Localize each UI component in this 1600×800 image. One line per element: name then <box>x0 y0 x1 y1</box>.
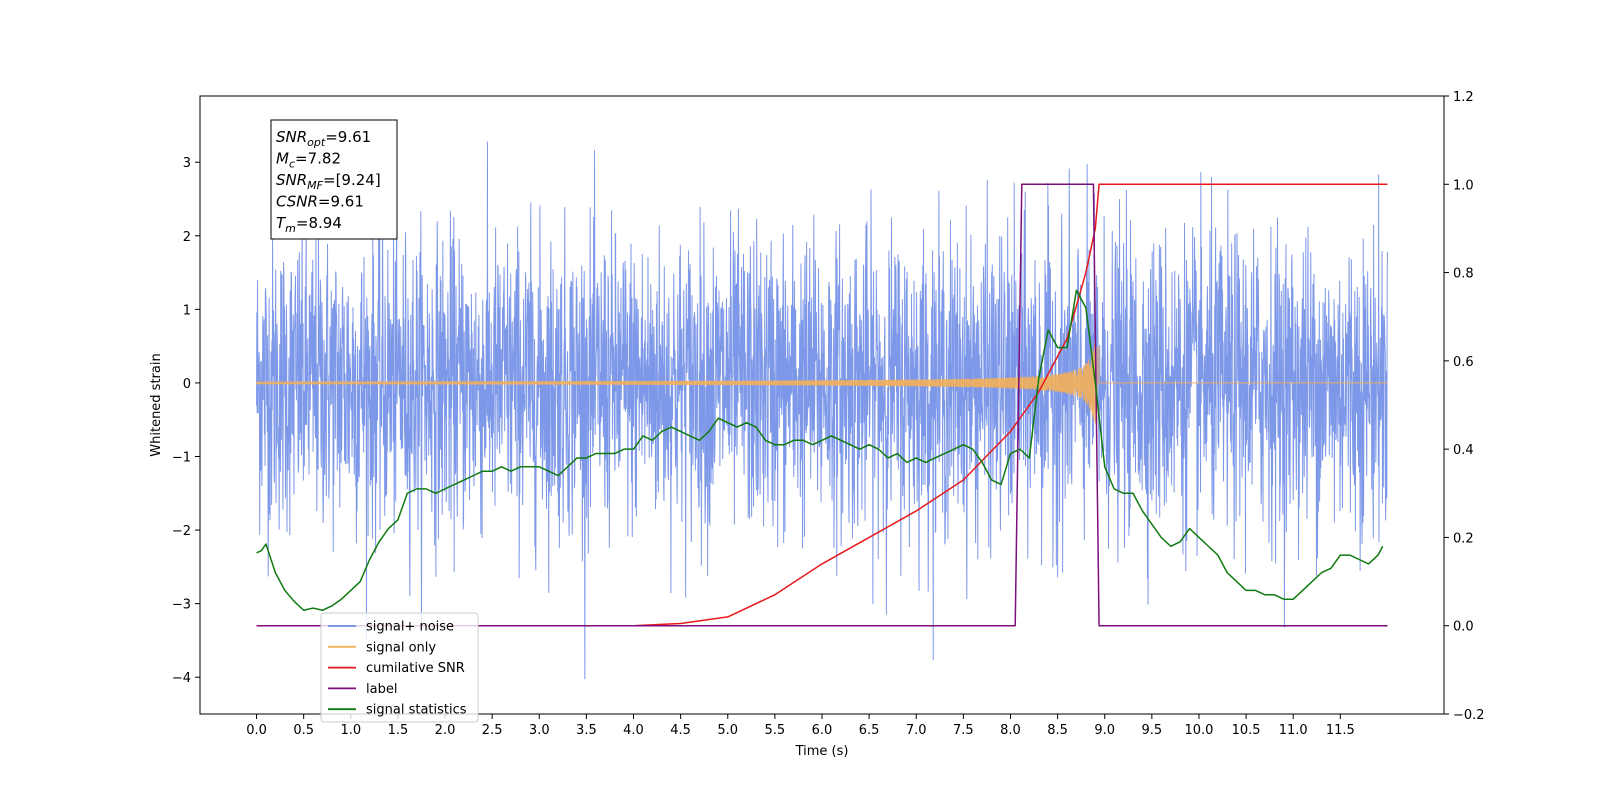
x-tick-label: 5.5 <box>765 723 786 738</box>
y-tick-label: −3 <box>172 598 191 613</box>
series-line <box>256 342 1388 424</box>
x-tick-label: 11.0 <box>1279 723 1308 738</box>
legend: signal+ noise signal only cumilative SNR la… <box>320 612 479 723</box>
x-tick-label: 0.0 <box>246 723 267 738</box>
y2-tick-label: 0.6 <box>1453 355 1474 370</box>
info-line: SNRMF=[9.24] <box>276 171 381 192</box>
y2-tick-label: 1.2 <box>1453 90 1474 105</box>
info-line: CSNR=9.61 <box>276 193 364 211</box>
y-tick-label: 3 <box>183 156 191 171</box>
y2-tick-label: 0.2 <box>1453 531 1474 546</box>
x-tick-label: 0.5 <box>293 723 314 738</box>
y-axis-label: Whitened strain <box>149 353 164 456</box>
x-tick-label: 7.0 <box>906 723 927 738</box>
legend-label: label <box>366 682 397 697</box>
x-tick-label: 1.5 <box>388 723 409 738</box>
x-tick-label: 10.5 <box>1232 723 1261 738</box>
x-tick-label: 3.0 <box>529 723 550 738</box>
x-tick-label: 1.0 <box>340 723 361 738</box>
series-line <box>256 141 1388 680</box>
y-tick-label: 1 <box>183 303 191 318</box>
x-tick-label: 4.0 <box>623 723 644 738</box>
legend-label: cumilative SNR <box>366 661 465 676</box>
x-tick-label: 2.5 <box>482 723 503 738</box>
series-layer <box>256 141 1388 680</box>
y2-tick-label: −0.2 <box>1453 708 1485 723</box>
y-tick-label: −2 <box>172 524 191 539</box>
y2-tick-label: 0.0 <box>1453 620 1474 635</box>
x-tick-label: 6.5 <box>859 723 880 738</box>
info-line: Mc=7.82 <box>276 150 341 171</box>
legend-label: signal statistics <box>366 703 467 718</box>
y-axis-right: −0.2 0.0 0.2 0.4 0.6 0.8 1.0 1.2 <box>1444 90 1485 723</box>
x-tick-label: 4.5 <box>670 723 691 738</box>
x-axis: 0.0 0.5 1.0 1.5 2.0 2.5 3.0 3.5 4.0 4.5 5.0 5.5 6.0 6… <box>246 714 1355 738</box>
legend-label: signal+ noise <box>366 620 454 635</box>
x-tick-label: 5.0 <box>717 723 738 738</box>
x-tick-label: 3.5 <box>576 723 597 738</box>
y2-tick-label: 0.8 <box>1453 267 1474 282</box>
x-tick-label: 2.0 <box>435 723 456 738</box>
legend-label: signal only <box>366 640 436 655</box>
y-tick-label: −4 <box>172 671 191 686</box>
series-line <box>256 289 1384 612</box>
x-axis-label: Time (s) <box>795 744 849 759</box>
y2-tick-label: 1.0 <box>1453 178 1474 193</box>
y-tick-label: 0 <box>183 377 191 392</box>
x-tick-label: 8.0 <box>1000 723 1021 738</box>
x-tick-label: 11.5 <box>1326 723 1355 738</box>
info-line: SNRopt=9.61 <box>276 128 371 149</box>
series-line <box>256 183 1388 627</box>
series-line <box>256 183 1388 627</box>
y-tick-label: 2 <box>183 230 191 245</box>
y-axis-left: −4 −3 −2 −1 0 1 2 3 <box>172 156 200 686</box>
info-line: Tm=8.94 <box>276 214 342 235</box>
x-tick-label: 9.0 <box>1094 723 1115 738</box>
x-tick-label: 10.0 <box>1184 723 1213 738</box>
x-tick-label: 6.0 <box>812 723 833 738</box>
x-tick-label: 8.5 <box>1047 723 1068 738</box>
x-tick-label: 7.5 <box>953 723 974 738</box>
y2-tick-label: 0.4 <box>1453 443 1474 458</box>
x-tick-label: 9.5 <box>1142 723 1163 738</box>
y-tick-label: −1 <box>172 451 191 466</box>
